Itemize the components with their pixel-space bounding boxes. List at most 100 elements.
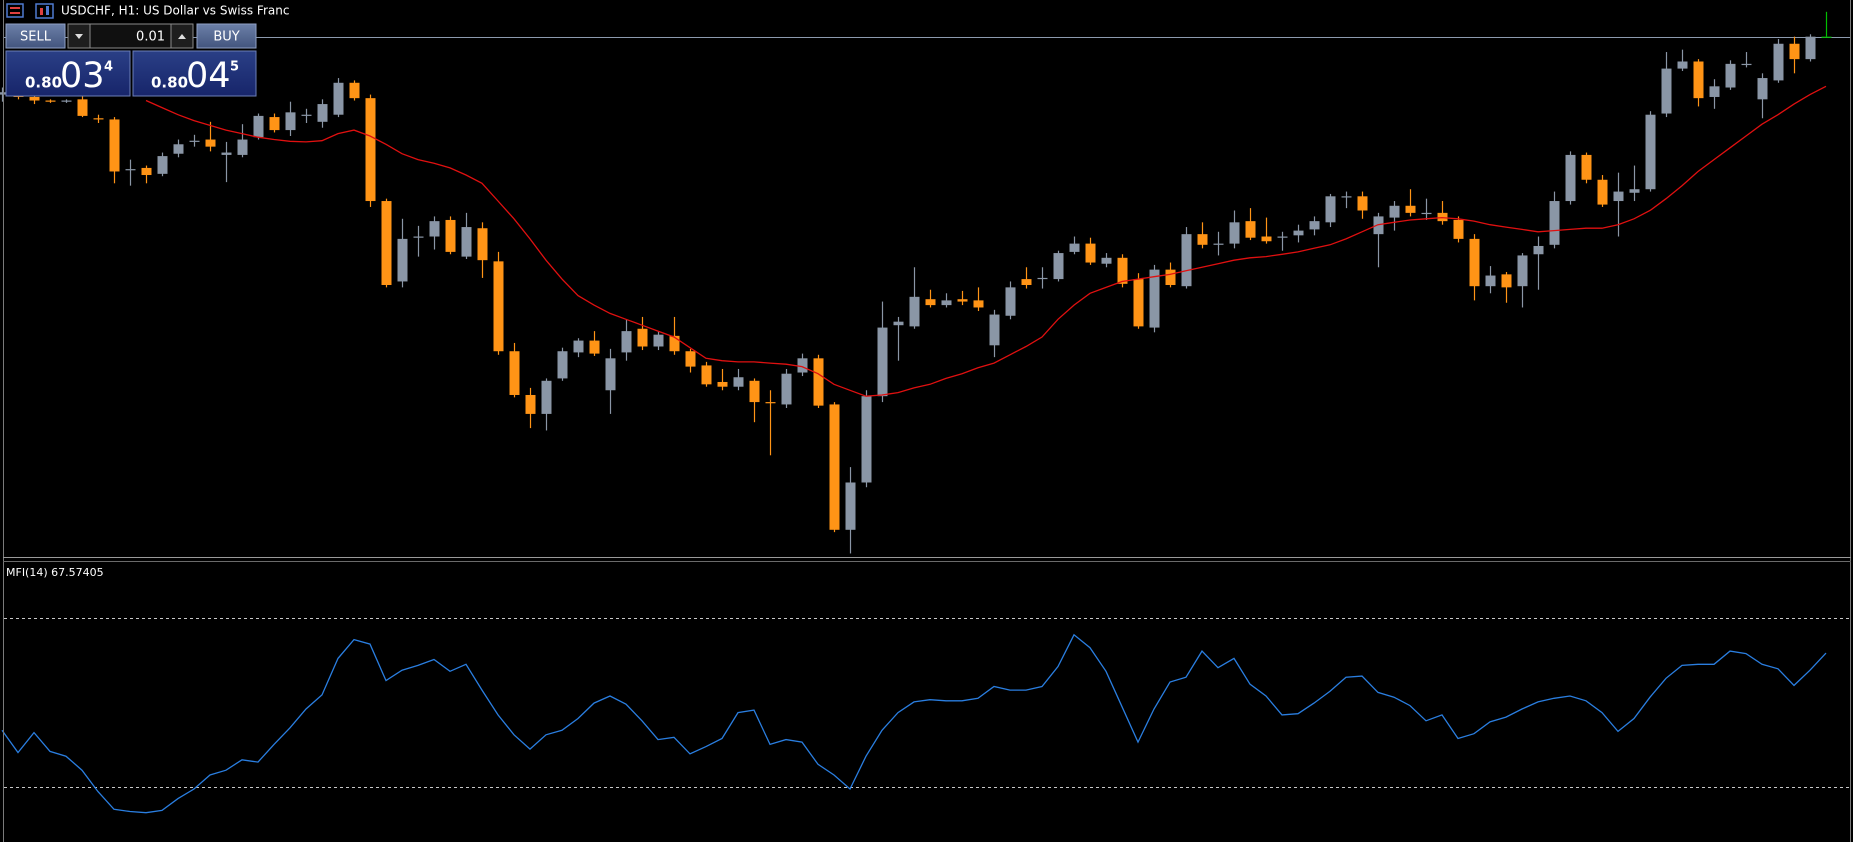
candle-body	[237, 139, 248, 155]
icon	[40, 8, 43, 15]
candle-body	[429, 221, 440, 237]
ask-point: 5	[230, 60, 239, 75]
candle-body	[1709, 86, 1720, 97]
candle-body	[317, 104, 328, 122]
candle-body	[141, 167, 152, 176]
candle-body	[301, 114, 312, 116]
candle-body	[1213, 243, 1224, 245]
candle-body	[1005, 287, 1016, 316]
candle-body	[957, 299, 968, 302]
candle-body	[1661, 68, 1672, 114]
candle-body	[1245, 221, 1256, 238]
candle-body	[1037, 277, 1048, 280]
icon	[35, 3, 54, 19]
candle-body	[637, 328, 648, 347]
candle-body	[909, 296, 920, 327]
arrow-down	[75, 34, 83, 39]
candle-body	[1741, 63, 1752, 66]
candle-body	[269, 117, 280, 131]
candle-body	[589, 340, 600, 354]
candle-body	[829, 404, 840, 530]
candle-body	[1485, 275, 1496, 287]
trade-panel: SELL 0.01 BUY 0.80 03 4 0.80 04 5	[5, 23, 257, 97]
candle-body	[733, 377, 744, 387]
candle-body	[1549, 201, 1560, 245]
candle-body	[1565, 154, 1576, 202]
candle-body	[1469, 238, 1480, 287]
candle-body	[1181, 234, 1192, 287]
bid-box[interactable]	[5, 50, 131, 97]
buy-button[interactable]	[196, 23, 257, 49]
candle-body	[1725, 63, 1736, 88]
candle-body	[941, 300, 952, 306]
indicator-pane	[1, 618, 1850, 814]
candle-body	[797, 358, 808, 373]
candle-body	[781, 373, 792, 405]
candle-body	[765, 402, 776, 404]
candle-body	[1341, 196, 1352, 198]
candle-body	[333, 82, 344, 115]
candle-body	[1293, 230, 1304, 236]
bid-prefix: 0.80	[25, 74, 62, 92]
candle-body	[1197, 234, 1208, 245]
candle-body	[701, 365, 712, 385]
candle-body	[1309, 221, 1320, 230]
candle-body	[1613, 191, 1624, 202]
candle-body	[525, 394, 536, 414]
candle-body	[93, 118, 104, 120]
buy-label: BUY	[213, 30, 239, 45]
lot-input[interactable]	[89, 23, 172, 49]
indicator-title: MFI(14) 67.57405	[6, 566, 104, 579]
candle-body	[861, 396, 872, 483]
candle-body	[1357, 196, 1368, 211]
candle-body	[1645, 114, 1656, 190]
candle-body	[541, 380, 552, 414]
candle-body	[1757, 78, 1768, 100]
candle-body	[1773, 43, 1784, 81]
candle-body	[557, 351, 568, 379]
candle-body	[1677, 61, 1688, 69]
candle-body	[461, 227, 472, 257]
candle-body	[413, 236, 424, 238]
candle-body	[1021, 279, 1032, 286]
ask-prefix: 0.80	[151, 74, 188, 92]
chart-icons	[6, 3, 54, 19]
sell-button[interactable]	[5, 23, 66, 49]
candle-body	[1421, 212, 1432, 215]
candle-body	[717, 381, 728, 387]
candle-body	[573, 340, 584, 353]
candle-body	[1389, 205, 1400, 218]
candle-body	[285, 112, 296, 131]
candle-body	[29, 96, 40, 101]
candle-body	[1405, 205, 1416, 213]
candle-body	[1261, 236, 1272, 242]
candle-body	[989, 314, 1000, 346]
candle-body	[61, 100, 72, 102]
sell-label: SELL	[20, 30, 52, 45]
candle-body	[381, 201, 392, 286]
icon	[6, 3, 24, 18]
candle-body	[813, 358, 824, 406]
candle-body	[1789, 43, 1800, 60]
candle-body	[1805, 36, 1816, 60]
ask-box[interactable]	[132, 50, 257, 97]
candle-body	[973, 300, 984, 308]
candle-body	[1581, 154, 1592, 180]
candle-body	[877, 327, 888, 397]
candle-body	[125, 169, 136, 171]
candle-body	[1325, 196, 1336, 223]
candle-body	[1597, 179, 1608, 205]
candle-body	[109, 119, 120, 172]
candle-body	[157, 156, 168, 174]
chart-title: USDCHF, H1: US Dollar vs Swiss Franc	[61, 4, 289, 18]
candle-body	[1277, 236, 1288, 238]
candle-body	[205, 139, 216, 147]
candle-body	[1229, 222, 1240, 244]
candle-body	[1821, 36, 1832, 38]
candle-body	[477, 228, 488, 261]
candle-body	[1149, 269, 1160, 328]
candle-body	[1517, 255, 1528, 287]
candle-body	[621, 331, 632, 353]
candle-body	[45, 100, 56, 102]
